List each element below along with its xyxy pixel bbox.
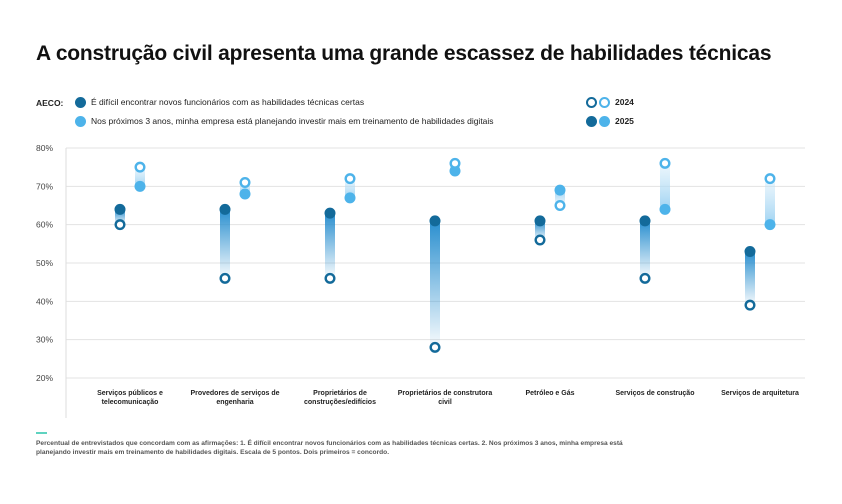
legend-q2-marker <box>75 116 86 128</box>
range-bar <box>660 163 670 210</box>
point-2025 <box>744 246 756 257</box>
point-2025 <box>659 203 671 215</box>
legend-q2: Nos próximos 3 anos, minha empresa está … <box>75 116 494 128</box>
footnote: Percentual de entrevistados que concorda… <box>36 440 623 456</box>
legend-2025-q2-marker <box>599 116 610 128</box>
point-2024 <box>449 157 461 169</box>
point-2024 <box>639 272 651 284</box>
category-label: Serviços públicos e telecomunicação <box>97 390 163 406</box>
range-bar <box>345 178 355 198</box>
point-2024 <box>344 173 356 185</box>
point-2025 <box>239 188 251 200</box>
range-bar <box>555 190 565 206</box>
range-bar <box>535 220 545 240</box>
point-2024 <box>114 219 126 231</box>
category-label: Serviços de arquitetura <box>721 390 799 397</box>
point-2025 <box>639 215 651 227</box>
point-2025 <box>429 215 441 227</box>
y-tick-label: 60% <box>36 220 53 230</box>
y-tick-label: 80% <box>36 143 53 153</box>
point-2024 <box>744 299 756 311</box>
point-2025 <box>554 184 566 196</box>
range-bar <box>325 213 335 279</box>
point-2025 <box>219 203 231 215</box>
y-tick-label: 30% <box>36 335 53 345</box>
point-2024 <box>324 272 336 284</box>
point-2024 <box>429 341 441 353</box>
range-bar <box>745 251 755 306</box>
point-2025 <box>114 203 126 215</box>
point-2024 <box>534 234 546 246</box>
category-label: Proprietários de construtora civil <box>397 390 493 406</box>
point-2025 <box>534 215 546 227</box>
legend-2025-q1-marker <box>586 116 597 128</box>
point-2024 <box>764 173 776 185</box>
legend-q1-marker <box>75 97 86 109</box>
footnote-accent <box>36 432 47 434</box>
point-2024 <box>659 157 671 169</box>
legend-2024-q2-marker <box>599 97 610 109</box>
legend-q2-label: Nos próximos 3 anos, minha empresa está … <box>91 116 494 126</box>
range-bar <box>640 220 650 279</box>
range-bar <box>765 178 775 225</box>
y-tick-label: 40% <box>36 296 53 306</box>
chart-title: A construção civil apresenta uma grande … <box>36 42 772 65</box>
category-label: Serviços de construção <box>615 390 695 397</box>
point-2025 <box>324 207 336 219</box>
point-2024 <box>134 161 146 173</box>
point-2025 <box>344 192 356 204</box>
range-bar <box>220 209 230 279</box>
legend-2025: 2025 <box>586 116 634 128</box>
point-2025 <box>764 219 776 231</box>
y-tick-label: 20% <box>36 373 53 383</box>
point-2024 <box>554 199 566 211</box>
y-tick-label: 50% <box>36 258 53 268</box>
legend-q1-label: É difícil encontrar novos funcionários c… <box>91 97 365 107</box>
range-bar <box>135 167 145 187</box>
legend-q1: É difícil encontrar novos funcionários c… <box>75 97 365 109</box>
point-2024 <box>239 176 251 188</box>
legend-2024-q1-marker <box>586 97 597 109</box>
point-2025 <box>449 165 461 177</box>
category-label: Proprietários de construções/edifícios <box>304 390 376 406</box>
legend-2024-label: 2024 <box>615 97 634 107</box>
range-bar <box>115 209 125 225</box>
category-label: Petróleo e Gás <box>525 390 575 397</box>
legend-2025-label: 2025 <box>615 116 634 126</box>
range-bar <box>240 182 250 194</box>
legend-2024: 2024 <box>586 97 634 109</box>
point-2025 <box>134 180 146 192</box>
point-2024 <box>219 272 231 284</box>
y-tick-label: 70% <box>36 181 53 191</box>
range-bar <box>430 220 440 348</box>
legend-group-label: AECO: <box>36 98 64 108</box>
category-label: Provedores de serviços de engenharia <box>190 390 280 406</box>
